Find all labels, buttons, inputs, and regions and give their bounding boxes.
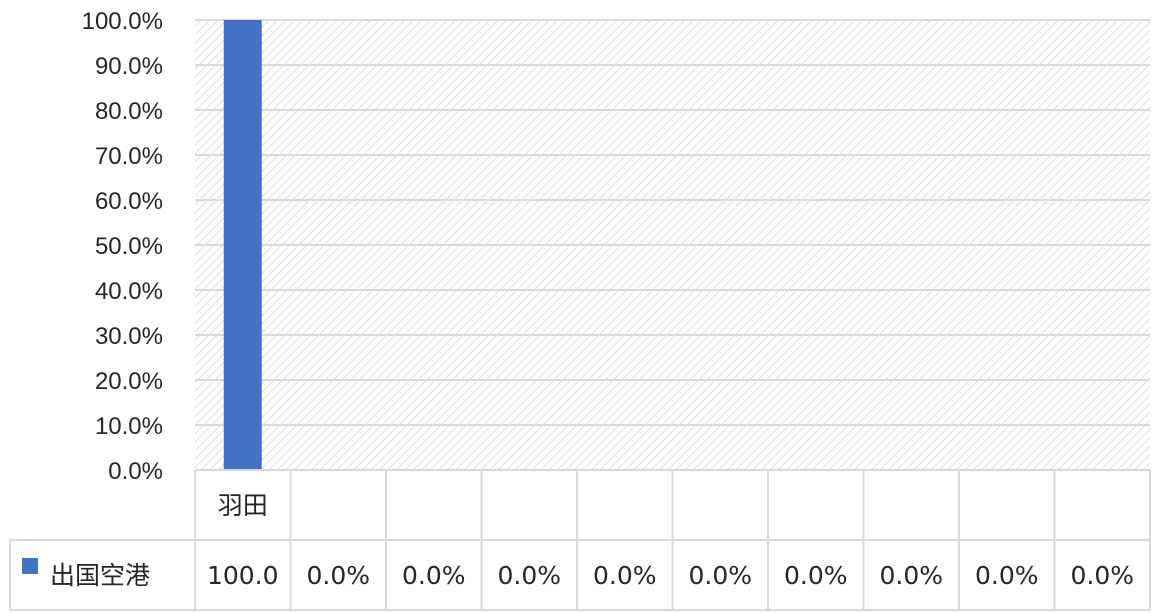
y-tick-label: 30.0% (95, 323, 163, 350)
y-tick-label: 10.0% (95, 413, 163, 440)
y-tick-label: 40.0% (95, 278, 163, 305)
x-category-label: 羽田 (218, 491, 268, 520)
data-label: 0.0% (497, 561, 561, 590)
data-label: 0.0% (975, 561, 1039, 590)
y-tick-label: 80.0% (95, 98, 163, 125)
data-label: 0.0% (306, 561, 370, 590)
y-axis-tick-labels: 0.0% 10.0% 20.0% 30.0% 40.0% 50.0% 60.0% 70.0% 8… (82, 8, 163, 485)
y-tick-label: 90.0% (95, 53, 163, 80)
y-tick-label: 50.0% (95, 233, 163, 260)
data-label: 0.0% (688, 561, 752, 590)
bars (223, 20, 262, 470)
legend-label: 出国空港 (50, 561, 150, 590)
y-tick-label: 60.0% (95, 188, 163, 215)
bar (223, 20, 262, 470)
gridlines (195, 19, 1150, 471)
data-label: 0.0% (593, 561, 657, 590)
data-label: 100.0 (207, 561, 279, 590)
data-label: 0.0% (784, 561, 848, 590)
data-label: 0.0% (1070, 561, 1134, 590)
y-tick-label: 100.0% (82, 8, 163, 35)
y-tick-label: 20.0% (95, 368, 163, 395)
data-label: 0.0% (879, 561, 943, 590)
y-tick-label: 70.0% (95, 143, 163, 170)
legend-swatch (22, 558, 38, 574)
data-label: 0.0% (402, 561, 466, 590)
y-tick-label: 0.0% (108, 458, 163, 485)
